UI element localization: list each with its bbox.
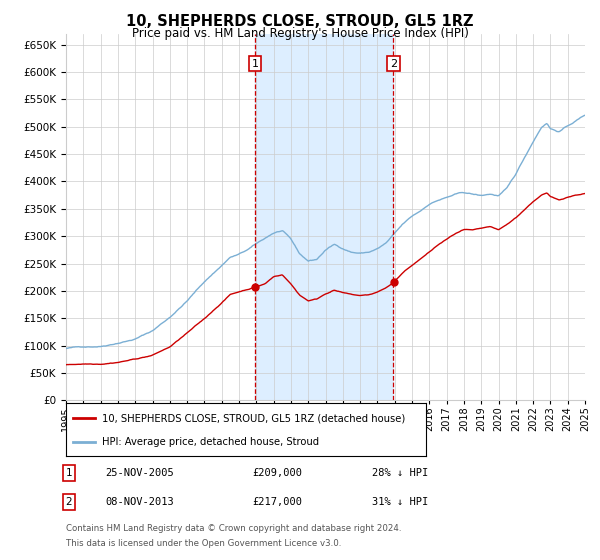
Text: 2: 2 — [65, 497, 73, 507]
Text: 2: 2 — [390, 59, 397, 69]
Text: 08-NOV-2013: 08-NOV-2013 — [105, 497, 174, 507]
Text: 10, SHEPHERDS CLOSE, STROUD, GL5 1RZ: 10, SHEPHERDS CLOSE, STROUD, GL5 1RZ — [126, 14, 474, 29]
Text: £217,000: £217,000 — [252, 497, 302, 507]
Text: 28% ↓ HPI: 28% ↓ HPI — [372, 468, 428, 478]
Text: 10, SHEPHERDS CLOSE, STROUD, GL5 1RZ (detached house): 10, SHEPHERDS CLOSE, STROUD, GL5 1RZ (de… — [102, 413, 405, 423]
Text: Price paid vs. HM Land Registry's House Price Index (HPI): Price paid vs. HM Land Registry's House … — [131, 27, 469, 40]
Text: Contains HM Land Registry data © Crown copyright and database right 2024.: Contains HM Land Registry data © Crown c… — [66, 524, 401, 533]
Text: £209,000: £209,000 — [252, 468, 302, 478]
Text: 31% ↓ HPI: 31% ↓ HPI — [372, 497, 428, 507]
Text: 1: 1 — [251, 59, 259, 69]
Bar — [255, 34, 393, 400]
Text: This data is licensed under the Open Government Licence v3.0.: This data is licensed under the Open Gov… — [66, 539, 341, 548]
Text: 25-NOV-2005: 25-NOV-2005 — [105, 468, 174, 478]
Text: 1: 1 — [65, 468, 73, 478]
Text: HPI: Average price, detached house, Stroud: HPI: Average price, detached house, Stro… — [102, 436, 319, 446]
